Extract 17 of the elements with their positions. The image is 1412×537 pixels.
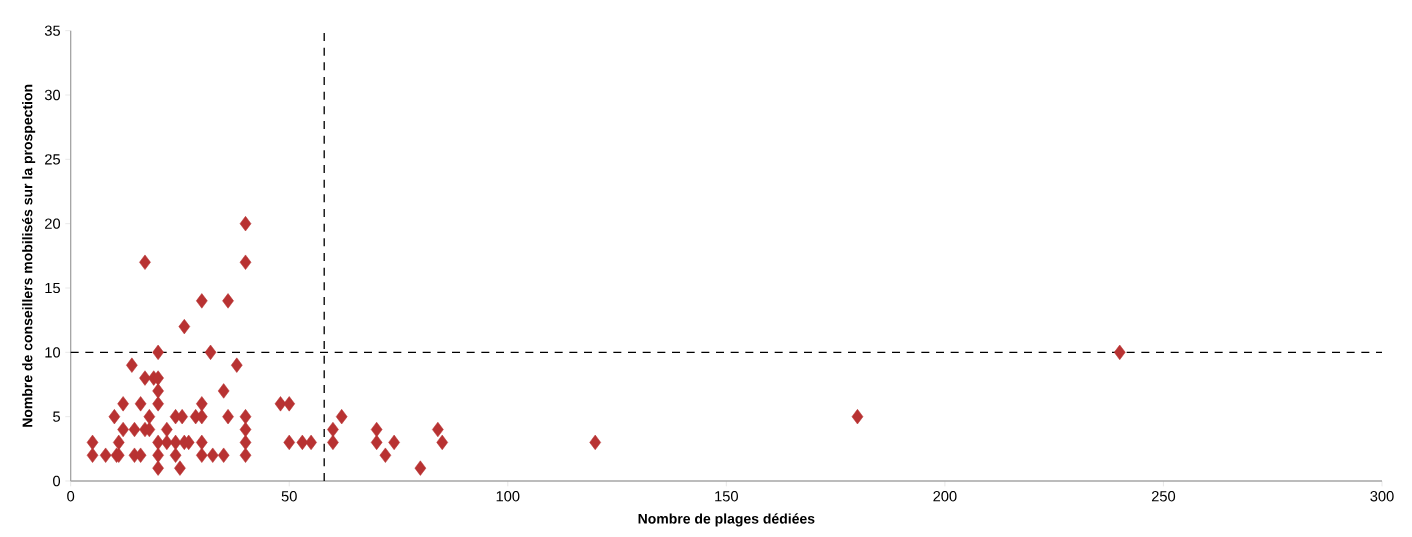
y-tick-label: 25 [45,154,60,165]
y-axis-title: Nombre de conseillers mobilisés sur la prospection [21,84,36,427]
x-tick-label: 0 [67,491,75,502]
y-tick-label: 0 [53,475,61,487]
y-tick-label: 35 [44,25,60,36]
y-tick-label: 5 [53,411,60,422]
x-tick-label: 50 [281,491,297,502]
x-tick-label: 300 [1370,491,1394,502]
x-axis-title: Nombre de plages dédiées [638,513,815,527]
y-tick-label: 20 [45,218,61,229]
x-tick-label: 200 [933,491,957,502]
y-tick-label: 10 [45,347,61,358]
x-tick-label: 150 [715,491,738,502]
x-tick-label: 250 [1151,491,1176,502]
y-tick-label: 30 [44,89,61,101]
x-tick-label: 100 [496,491,520,502]
y-tick-label: 15 [45,282,60,294]
